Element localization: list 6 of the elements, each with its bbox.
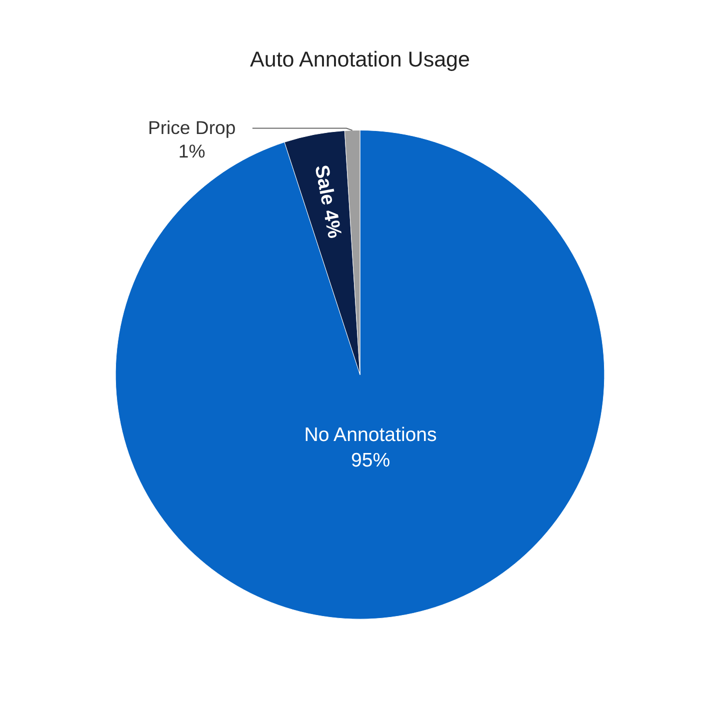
slice-label: No Annotations [304,424,438,446]
chart-title: Auto Annotation Usage [250,48,470,72]
slice-label: Price Drop [148,117,236,138]
data-label: 1% [178,140,206,162]
slice-label: Sale 4% [310,163,346,240]
data-label: 95% [350,449,390,472]
